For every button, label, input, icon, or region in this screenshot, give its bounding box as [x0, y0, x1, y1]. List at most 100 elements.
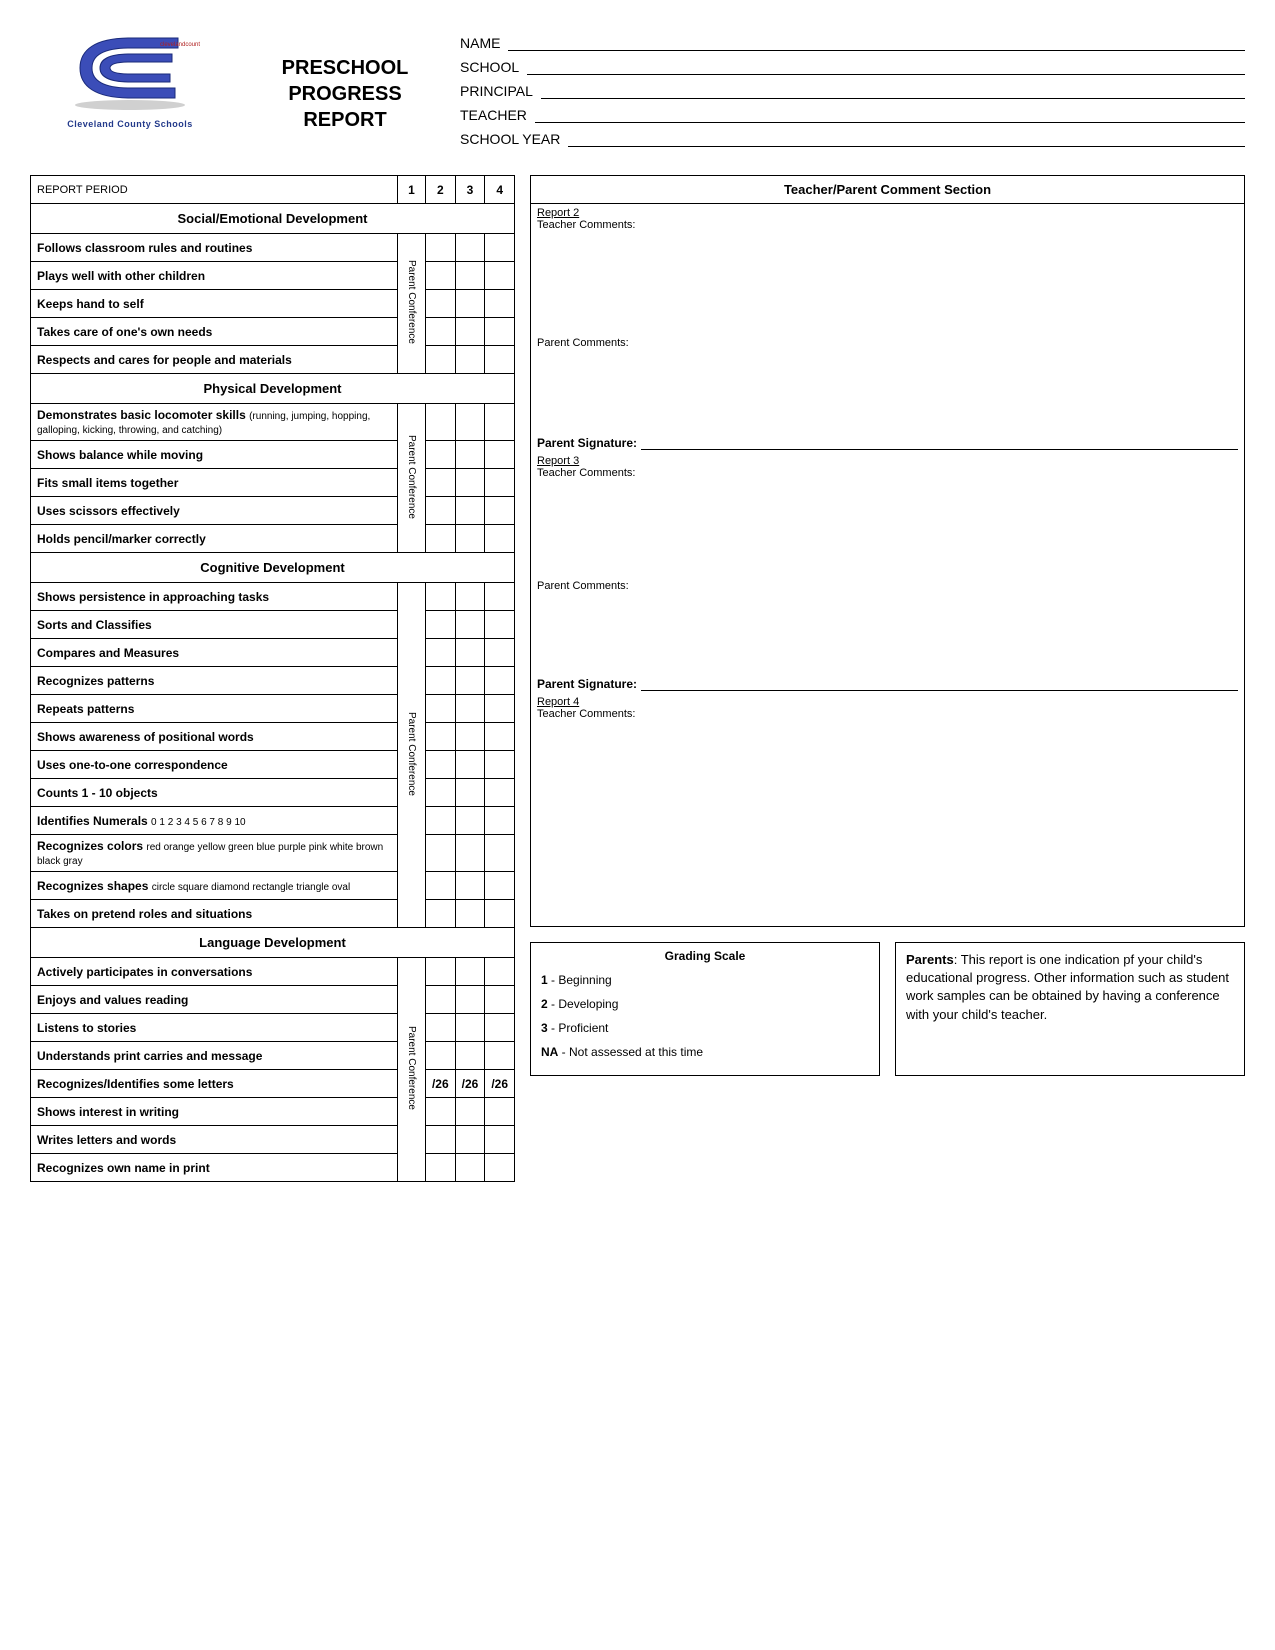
- grade-cell[interactable]: [425, 1154, 455, 1182]
- grade-cell[interactable]: [485, 1154, 515, 1182]
- grade-cell[interactable]: [455, 986, 485, 1014]
- grade-cell[interactable]: [425, 525, 455, 553]
- grade-cell[interactable]: [425, 667, 455, 695]
- parent-conference-cell[interactable]: Parent Conference: [397, 583, 425, 928]
- grade-cell[interactable]: [425, 751, 455, 779]
- report-2-parent[interactable]: Parent Comments:: [531, 334, 1244, 434]
- grade-cell[interactable]: [425, 639, 455, 667]
- grade-cell[interactable]: [455, 872, 485, 900]
- grade-cell[interactable]: [485, 497, 515, 525]
- grade-cell[interactable]: [455, 525, 485, 553]
- grade-cell[interactable]: [485, 318, 515, 346]
- grade-cell[interactable]: [455, 695, 485, 723]
- grade-cell[interactable]: [485, 290, 515, 318]
- grade-cell[interactable]: [425, 723, 455, 751]
- grade-cell[interactable]: [485, 958, 515, 986]
- grade-cell[interactable]: [485, 1042, 515, 1070]
- grade-cell[interactable]: [425, 986, 455, 1014]
- grade-cell[interactable]: [485, 234, 515, 262]
- grade-cell[interactable]: /26: [425, 1070, 455, 1098]
- grade-cell[interactable]: [425, 695, 455, 723]
- signature-2[interactable]: Parent Signature:: [531, 434, 1244, 452]
- info-field-school[interactable]: SCHOOL: [460, 59, 1245, 75]
- grade-cell[interactable]: [425, 835, 455, 872]
- grade-cell[interactable]: /26: [485, 1070, 515, 1098]
- grade-cell[interactable]: [425, 290, 455, 318]
- report-4-teacher[interactable]: Report 4 Teacher Comments:: [531, 693, 1244, 926]
- grade-cell[interactable]: [455, 779, 485, 807]
- grade-cell[interactable]: [455, 1042, 485, 1070]
- grade-cell[interactable]: /26: [455, 1070, 485, 1098]
- grade-cell[interactable]: [485, 835, 515, 872]
- grade-cell[interactable]: [425, 1126, 455, 1154]
- grade-cell[interactable]: [485, 1014, 515, 1042]
- grade-cell[interactable]: [485, 525, 515, 553]
- grade-cell[interactable]: [485, 262, 515, 290]
- grade-cell[interactable]: [425, 346, 455, 374]
- info-field-teacher[interactable]: TEACHER: [460, 107, 1245, 123]
- grade-cell[interactable]: [425, 1098, 455, 1126]
- grade-cell[interactable]: [485, 695, 515, 723]
- grade-cell[interactable]: [455, 497, 485, 525]
- grade-cell[interactable]: [455, 290, 485, 318]
- grade-cell[interactable]: [455, 583, 485, 611]
- grade-cell[interactable]: [455, 611, 485, 639]
- grade-cell[interactable]: [485, 779, 515, 807]
- grade-cell[interactable]: [455, 723, 485, 751]
- grade-cell[interactable]: [425, 779, 455, 807]
- grade-cell[interactable]: [485, 667, 515, 695]
- grade-cell[interactable]: [425, 1042, 455, 1070]
- info-field-name[interactable]: NAME: [460, 35, 1245, 51]
- grade-cell[interactable]: [425, 262, 455, 290]
- parent-conference-cell[interactable]: Parent Conference: [397, 234, 425, 374]
- grade-cell[interactable]: [455, 639, 485, 667]
- grade-cell[interactable]: [485, 639, 515, 667]
- grade-cell[interactable]: [485, 723, 515, 751]
- grade-cell[interactable]: [455, 807, 485, 835]
- grade-cell[interactable]: [485, 611, 515, 639]
- grade-cell[interactable]: [485, 872, 515, 900]
- grade-cell[interactable]: [455, 441, 485, 469]
- grade-cell[interactable]: [425, 441, 455, 469]
- grade-cell[interactable]: [455, 958, 485, 986]
- grade-cell[interactable]: [485, 986, 515, 1014]
- grade-cell[interactable]: [425, 900, 455, 928]
- grade-cell[interactable]: [455, 751, 485, 779]
- grade-cell[interactable]: [425, 583, 455, 611]
- grade-cell[interactable]: [455, 1098, 485, 1126]
- grade-cell[interactable]: [455, 318, 485, 346]
- grade-cell[interactable]: [485, 404, 515, 441]
- grade-cell[interactable]: [455, 262, 485, 290]
- grade-cell[interactable]: [455, 1014, 485, 1042]
- grade-cell[interactable]: [425, 958, 455, 986]
- signature-3[interactable]: Parent Signature:: [531, 675, 1244, 693]
- grade-cell[interactable]: [425, 1014, 455, 1042]
- report-3-teacher[interactable]: Report 3 Teacher Comments:: [531, 452, 1244, 577]
- grade-cell[interactable]: [425, 497, 455, 525]
- grade-cell[interactable]: [425, 611, 455, 639]
- grade-cell[interactable]: [425, 872, 455, 900]
- grade-cell[interactable]: [455, 1126, 485, 1154]
- grade-cell[interactable]: [455, 469, 485, 497]
- grade-cell[interactable]: [485, 441, 515, 469]
- grade-cell[interactable]: [455, 234, 485, 262]
- grade-cell[interactable]: [455, 346, 485, 374]
- grade-cell[interactable]: [455, 900, 485, 928]
- grade-cell[interactable]: [485, 900, 515, 928]
- grade-cell[interactable]: [425, 807, 455, 835]
- grade-cell[interactable]: [485, 807, 515, 835]
- grade-cell[interactable]: [485, 751, 515, 779]
- info-field-principal[interactable]: PRINCIPAL: [460, 83, 1245, 99]
- grade-cell[interactable]: [485, 1126, 515, 1154]
- parent-conference-cell[interactable]: Parent Conference: [397, 958, 425, 1182]
- grade-cell[interactable]: [425, 469, 455, 497]
- grade-cell[interactable]: [455, 404, 485, 441]
- grade-cell[interactable]: [455, 1154, 485, 1182]
- grade-cell[interactable]: [425, 404, 455, 441]
- grade-cell[interactable]: [455, 667, 485, 695]
- grade-cell[interactable]: [485, 346, 515, 374]
- grade-cell[interactable]: [425, 234, 455, 262]
- grade-cell[interactable]: [485, 469, 515, 497]
- report-3-parent[interactable]: Parent Comments:: [531, 577, 1244, 675]
- report-2-teacher[interactable]: Report 2 Teacher Comments:: [531, 204, 1244, 334]
